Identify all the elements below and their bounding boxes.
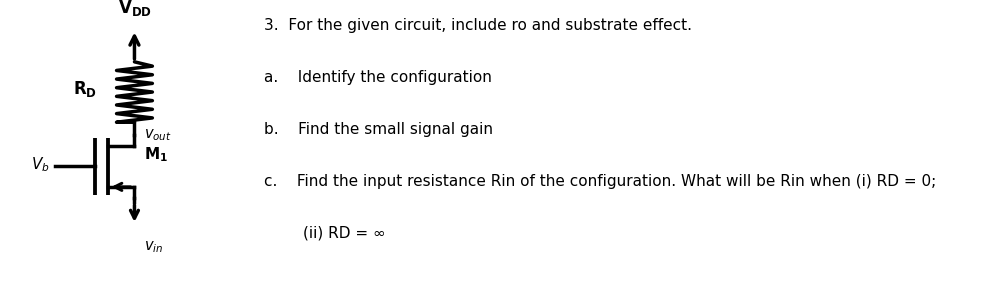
Text: $\mathit{v_{out}}$: $\mathit{v_{out}}$ <box>144 127 172 143</box>
Text: $\mathbf{R_D}$: $\mathbf{R_D}$ <box>73 79 97 99</box>
Text: a.    Identify the configuration: a. Identify the configuration <box>264 70 492 85</box>
Text: (ii) RD = ∞: (ii) RD = ∞ <box>264 226 385 241</box>
Text: $\mathbf{M_1}$: $\mathbf{M_1}$ <box>144 146 168 164</box>
Text: 3.  For the given circuit, include ro and substrate effect.: 3. For the given circuit, include ro and… <box>264 18 692 33</box>
Text: $\mathit{v_{in}}$: $\mathit{v_{in}}$ <box>144 239 163 255</box>
Text: $\mathit{V_b}$: $\mathit{V_b}$ <box>31 156 50 174</box>
Text: b.    Find the small signal gain: b. Find the small signal gain <box>264 122 493 137</box>
Text: $\mathbf{V_{DD}}$: $\mathbf{V_{DD}}$ <box>118 0 151 18</box>
Text: c.    Find the input resistance Rin of the configuration. What will be Rin when : c. Find the input resistance Rin of the … <box>264 174 936 189</box>
